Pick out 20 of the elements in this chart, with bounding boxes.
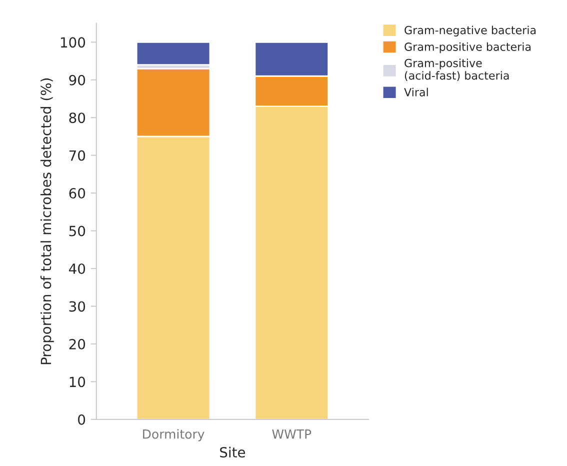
- y-tick-label: 80: [69, 112, 86, 124]
- bar: [136, 41, 211, 66]
- y-tick-label: 60: [69, 188, 86, 199]
- y-tick-label: 10: [70, 376, 86, 388]
- legend-label: Gram-negative bacteria: [404, 26, 536, 36]
- y-tick-label: 50: [69, 226, 86, 236]
- y-tick-label: 90: [69, 74, 86, 86]
- y-axis-title: Proportion of total microbes detected (%): [40, 78, 54, 364]
- legend-label: Viral: [404, 88, 428, 96]
- y-tick-label: 0: [78, 414, 86, 425]
- legend-label: Gram-positive bacteria: [404, 42, 531, 54]
- legend-label: Gram-positive (acid-fast) bacteria: [404, 58, 509, 82]
- y-tick-label: 30: [69, 301, 86, 312]
- y-tick-label: 40: [68, 263, 86, 274]
- y-tick-label: 70: [69, 150, 86, 161]
- x-tick-label: WWTP: [272, 430, 312, 439]
- x-axis-title: Site: [220, 446, 246, 458]
- x-tick-label: Dormitory: [143, 429, 204, 442]
- y-tick-label: 20: [69, 338, 86, 350]
- y-tick-label: 100: [60, 37, 86, 48]
